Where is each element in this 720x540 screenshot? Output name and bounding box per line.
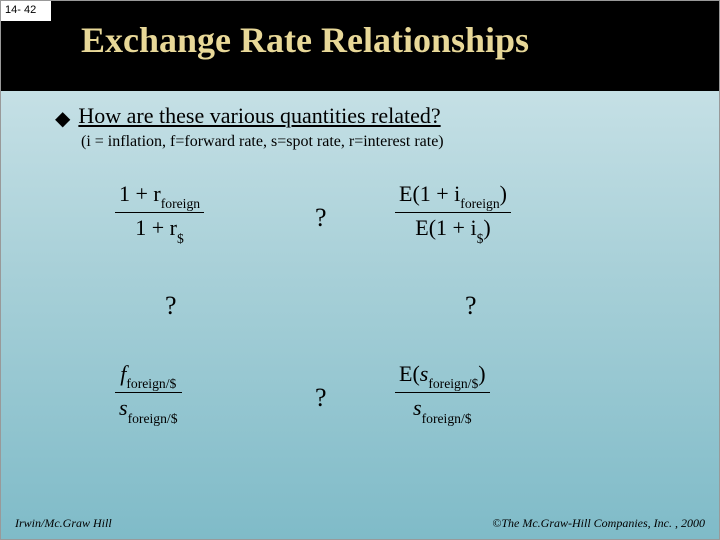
diagram: 1 + rforeign 1 + r$ E(1 + iforeign) E(1 … [55,181,689,481]
qmark-bottom: ? [315,383,327,413]
bullet-question: How are these various quantities related… [78,103,440,129]
formula-top-right: E(1 + iforeign) E(1 + i$) [395,181,511,245]
formula-bottom-left: fforeign/$ sforeign/$ [115,361,182,425]
qmark-left: ? [165,291,177,321]
formula-bottom-right: E(sforeign/$) sforeign/$ [395,361,490,425]
slide-title: Exchange Rate Relationships [81,19,529,61]
qmark-right: ? [465,291,477,321]
footer-right: ©The Mc.Graw-Hill Companies, Inc. , 2000 [492,516,705,531]
header-bar: 14- 42 Exchange Rate Relationships [1,1,719,91]
bullet-line: ◆ How are these various quantities relat… [55,103,689,129]
footer-left: Irwin/Mc.Graw Hill [15,516,112,531]
legend-text: (i = inflation, f=forward rate, s=spot r… [81,133,689,151]
page-number: 14- 42 [1,1,51,21]
qmark-top: ? [315,203,327,233]
formula-top-left: 1 + rforeign 1 + r$ [115,181,204,245]
content-area: ◆ How are these various quantities relat… [1,91,719,481]
bullet-icon: ◆ [55,109,70,129]
